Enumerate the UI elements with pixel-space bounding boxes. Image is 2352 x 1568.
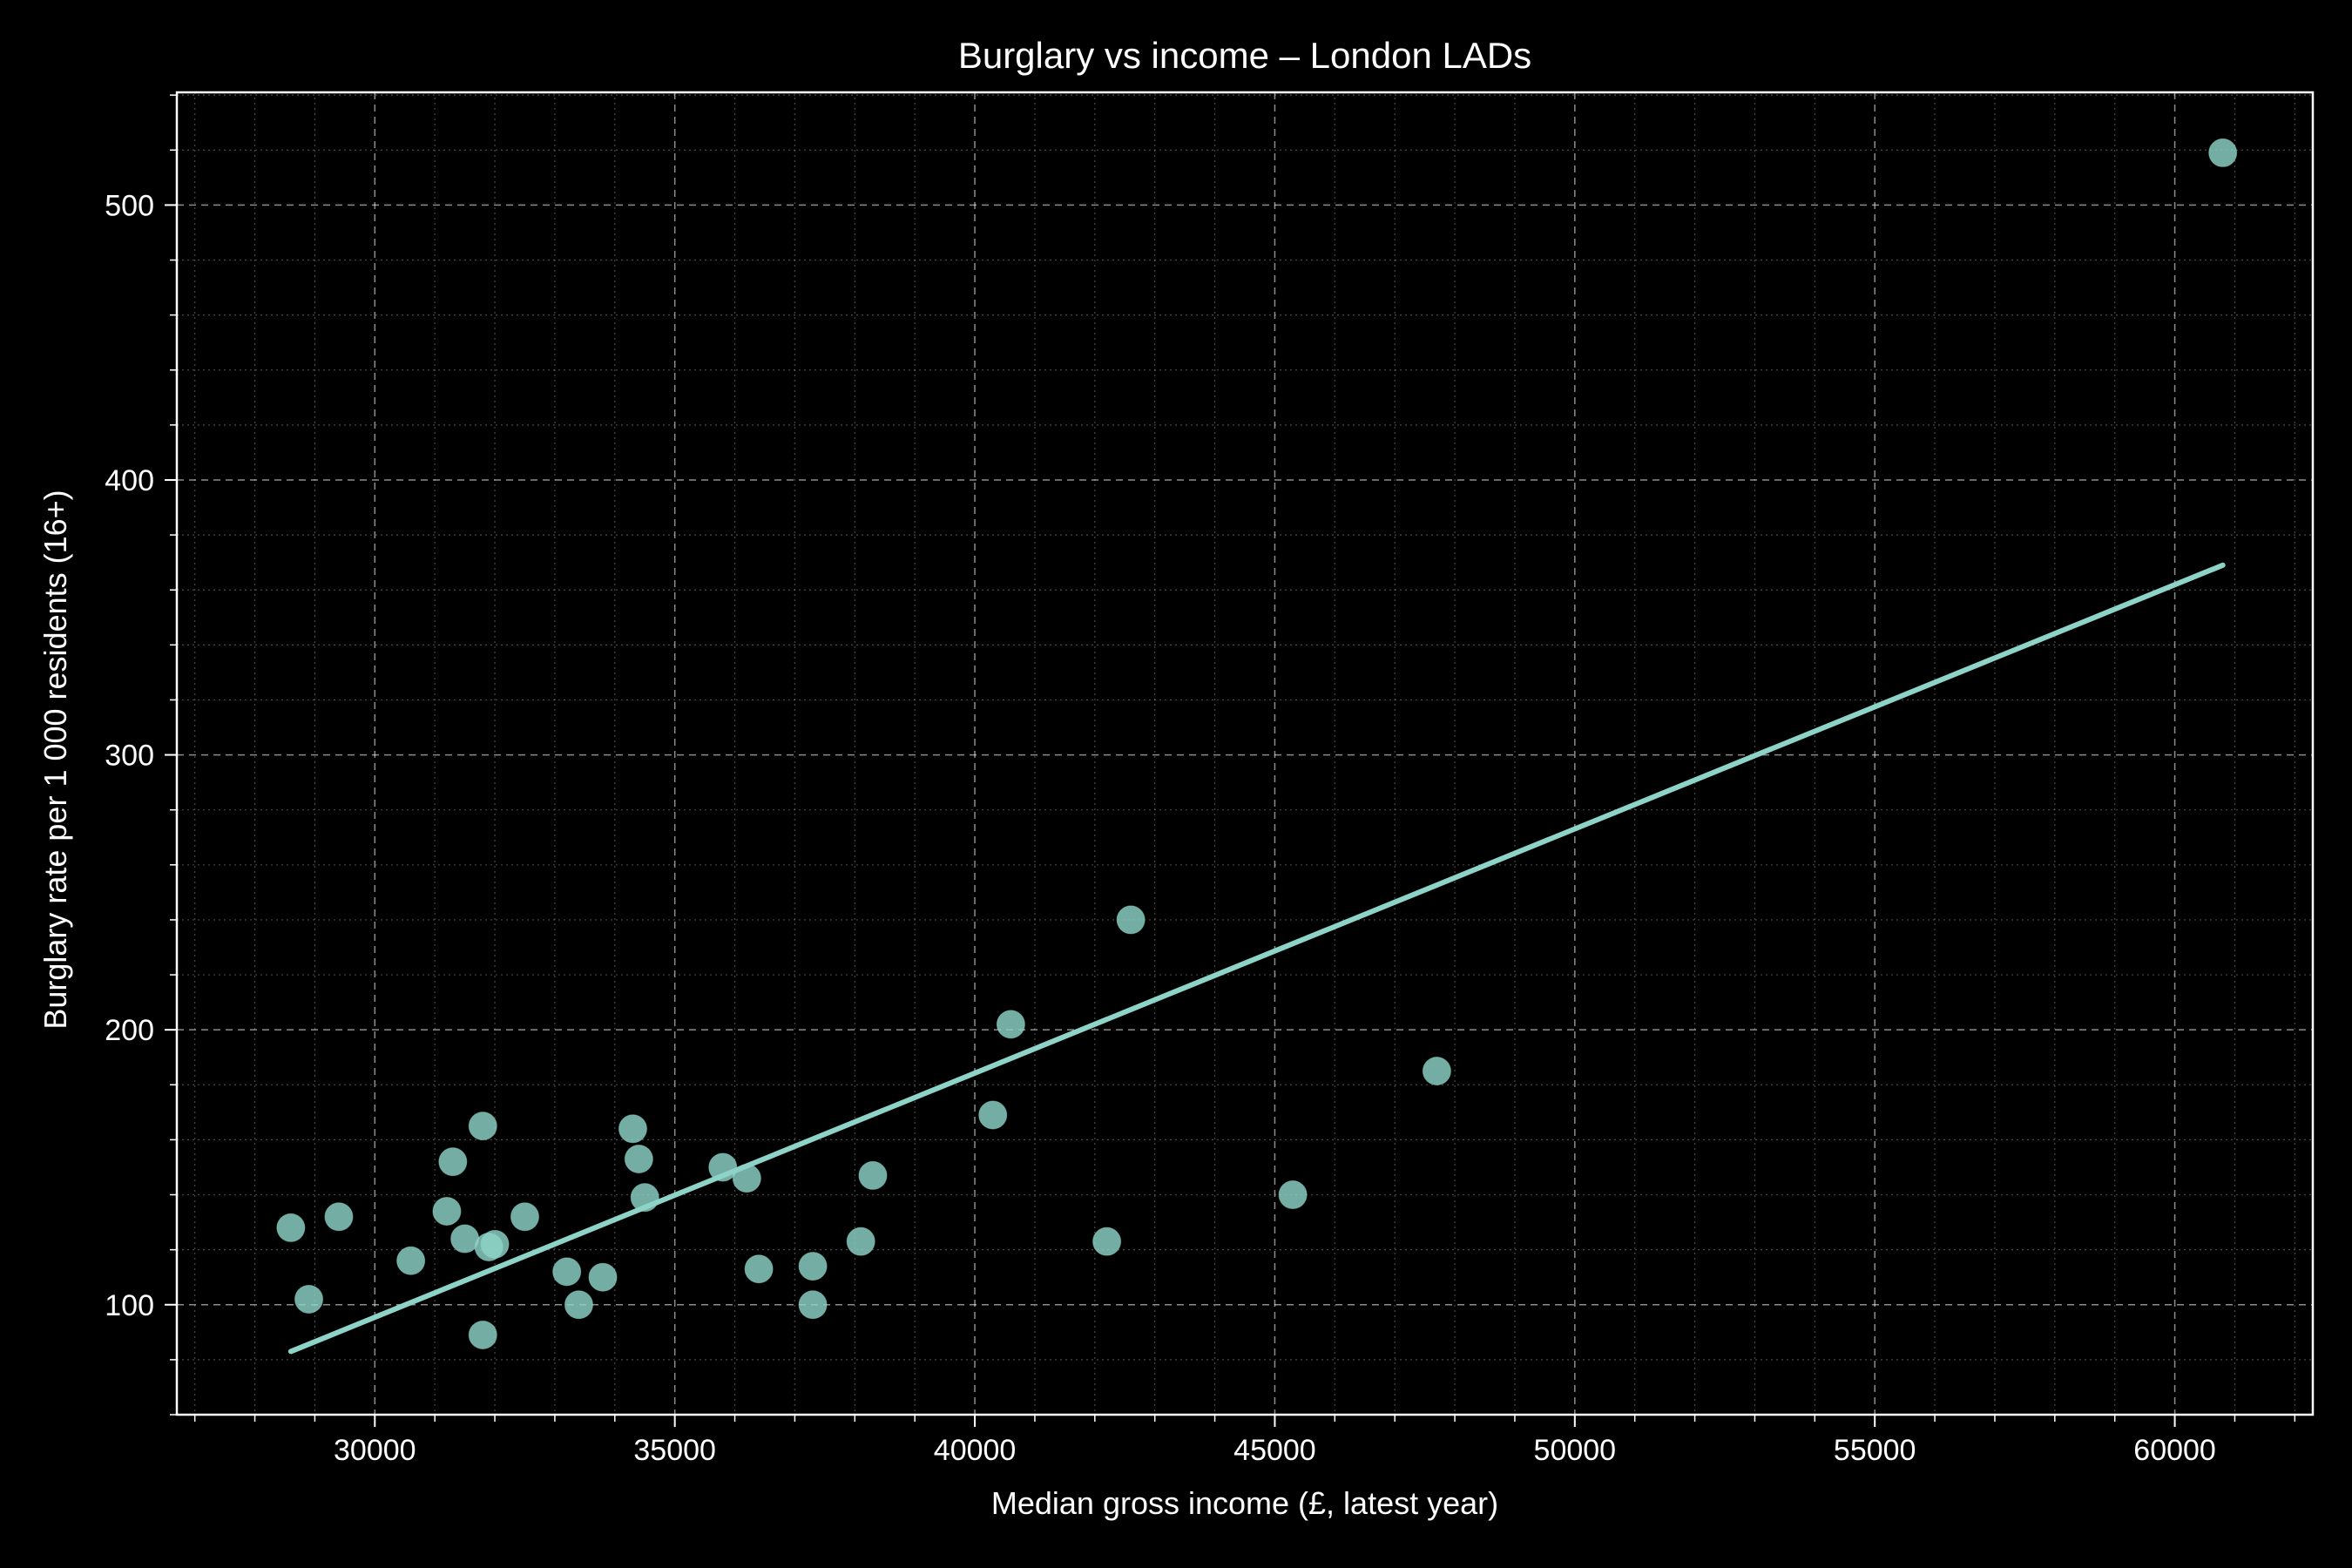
x-axis-label: Median gross income (£, latest year): [991, 1485, 1498, 1521]
data-point: [432, 1196, 462, 1226]
scatter-points: [276, 138, 2238, 1349]
plot-frame: [175, 91, 2315, 1416]
data-point: [276, 1213, 306, 1242]
data-point: [846, 1227, 875, 1256]
x-tick-label: 35000: [633, 1434, 716, 1467]
data-point: [294, 1284, 324, 1314]
data-point: [744, 1254, 774, 1284]
y-tick-label: 100: [105, 1289, 154, 1322]
data-point: [996, 1010, 1025, 1039]
data-point: [510, 1202, 539, 1232]
data-point: [1422, 1057, 1451, 1086]
data-point: [564, 1290, 593, 1320]
data-point: [798, 1290, 828, 1320]
data-point: [1092, 1227, 1122, 1256]
data-point: [468, 1320, 497, 1349]
data-point: [438, 1147, 468, 1177]
data-point: [1116, 905, 1146, 935]
x-tick-label: 30000: [334, 1434, 416, 1467]
y-tick-label: 500: [105, 189, 154, 222]
y-axis-label: Burglary rate per 1 000 residents (16+): [37, 490, 73, 1029]
trend-line-group: [287, 562, 2226, 1355]
data-point: [468, 1112, 497, 1141]
data-point: [978, 1100, 1008, 1130]
y-tick-label: 300: [105, 740, 154, 773]
data-point: [324, 1202, 354, 1232]
data-point: [2208, 138, 2238, 167]
data-point: [480, 1229, 510, 1259]
x-axis-ticks: 30000 35000 40000 45000 50000 55000 60000: [334, 1415, 2216, 1467]
data-point: [708, 1152, 738, 1182]
x-tick-label: 50000: [1534, 1434, 1617, 1467]
major-grid: [177, 92, 2313, 1415]
data-point: [858, 1160, 888, 1190]
x-tick-label: 60000: [2133, 1434, 2216, 1467]
data-point: [630, 1183, 659, 1213]
y-tick-label: 400: [105, 464, 154, 497]
x-tick-label: 45000: [1233, 1434, 1316, 1467]
data-point: [624, 1144, 653, 1173]
y-tick-label: 200: [105, 1014, 154, 1047]
data-point: [798, 1252, 828, 1281]
x-tick-label: 55000: [1834, 1434, 1916, 1467]
y-axis-ticks: 100 200 300 400 500: [105, 189, 177, 1322]
data-point: [1278, 1180, 1308, 1210]
data-point: [396, 1246, 426, 1275]
data-point: [588, 1262, 618, 1292]
x-tick-label: 40000: [934, 1434, 1017, 1467]
trend-line: [287, 562, 2226, 1355]
data-point: [732, 1164, 761, 1193]
data-point: [552, 1257, 582, 1287]
chart-title: Burglary vs income – London LADs: [958, 35, 1531, 76]
data-point: [618, 1114, 647, 1144]
